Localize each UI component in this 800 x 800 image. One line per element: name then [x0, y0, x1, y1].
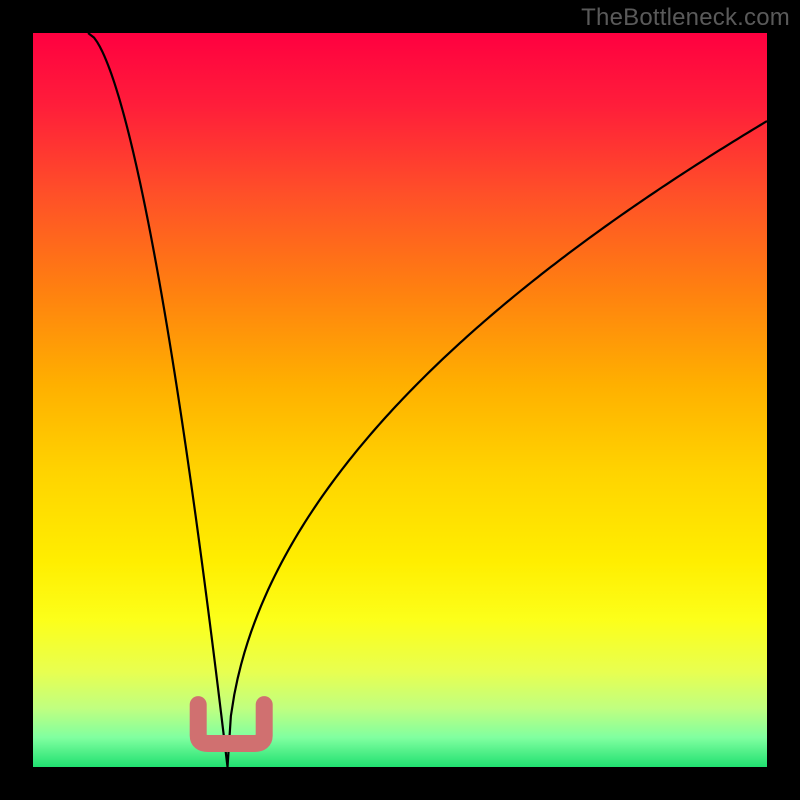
bottleneck-curve-chart: [0, 0, 800, 800]
watermark-text: TheBottleneck.com: [581, 4, 790, 32]
chart-stage: TheBottleneck.com: [0, 0, 800, 800]
plot-gradient: [33, 33, 767, 767]
